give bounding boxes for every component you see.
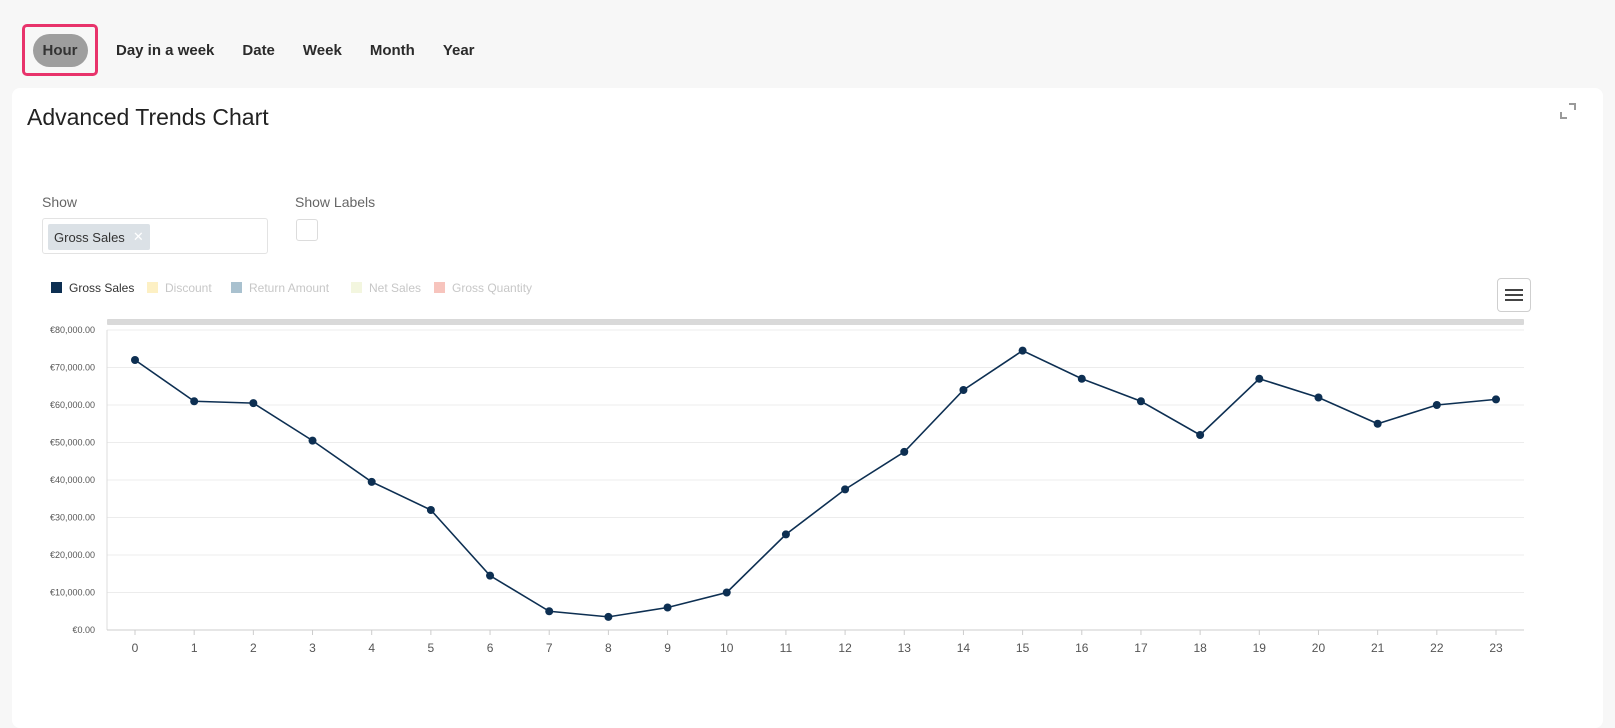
tab-hour-label: Hour [32, 33, 88, 67]
x-tick-label: 15 [1016, 641, 1030, 655]
trend-chart: Gross Sales Discount Return Amount Net Sale… [50, 281, 1524, 655]
x-tick-label: 0 [132, 641, 139, 655]
y-tick-label: €70,000.00 [50, 363, 95, 373]
show-select[interactable]: Gross Sales ✕ [42, 218, 268, 254]
data-point[interactable] [131, 356, 139, 364]
data-point[interactable] [545, 607, 554, 616]
data-point[interactable] [249, 399, 258, 408]
legend-swatch-2[interactable] [231, 282, 242, 293]
x-tick-label: 19 [1253, 641, 1267, 655]
data-point[interactable] [426, 506, 435, 514]
tab-month[interactable]: Month [369, 41, 415, 59]
x-tick-label: 4 [368, 641, 375, 655]
x-tick-label: 22 [1430, 641, 1444, 655]
legend-swatch-0[interactable] [51, 282, 62, 293]
x-tick-label: 16 [1075, 641, 1089, 655]
x-tick-label: 10 [720, 641, 734, 655]
data-point[interactable] [1255, 374, 1264, 383]
tab-date[interactable]: Date [242, 41, 275, 59]
y-tick-label: €20,000.00 [50, 550, 95, 560]
data-point[interactable] [1136, 397, 1145, 406]
card-title: Advanced Trends Chart [27, 104, 269, 130]
x-tick-label: 9 [664, 641, 671, 655]
chart-card: Advanced Trends Chart Show Gross Sales ✕… [12, 88, 1603, 728]
data-point[interactable] [841, 485, 850, 494]
tab-hour[interactable]: Hour [22, 24, 98, 76]
x-tick-label: 7 [546, 641, 553, 655]
x-tick-label: 13 [898, 641, 912, 655]
x-tick-label: 17 [1134, 641, 1148, 655]
gross-sales-chip: Gross Sales ✕ [48, 224, 150, 250]
data-point[interactable] [1077, 374, 1086, 383]
legend-label-2[interactable]: Return Amount [249, 281, 330, 295]
y-tick-label: €10,000.00 [50, 588, 95, 598]
legend-swatch-4[interactable] [434, 282, 445, 293]
data-point[interactable] [308, 436, 317, 445]
data-point[interactable] [1018, 346, 1027, 355]
x-tick-label: 5 [428, 641, 435, 655]
x-tick-label: 11 [780, 641, 793, 655]
x-tick-label: 3 [309, 641, 316, 655]
data-point[interactable] [781, 530, 790, 539]
chart-menu-button[interactable] [1497, 278, 1531, 312]
data-point[interactable] [1314, 393, 1323, 402]
tab-week[interactable]: Week [302, 41, 342, 59]
y-tick-label: €80,000.00 [50, 325, 95, 335]
legend-swatch-1[interactable] [147, 282, 158, 293]
tab-day-in-a-week[interactable]: Day in a week [116, 41, 215, 59]
data-point[interactable] [900, 447, 909, 456]
series-line-gross-sales [134, 349, 1497, 618]
data-point[interactable] [604, 612, 613, 621]
x-tick-label: 18 [1193, 641, 1207, 655]
data-point[interactable] [663, 603, 672, 612]
expand-icon[interactable] [1559, 102, 1577, 120]
data-point[interactable] [959, 386, 968, 394]
x-tick-label: 2 [250, 641, 257, 655]
legend-label-1[interactable]: Discount [165, 281, 212, 295]
data-point[interactable] [722, 588, 731, 597]
tab-year[interactable]: Year [442, 41, 475, 59]
show-labels-label: Show Labels [295, 194, 376, 210]
legend-label-0[interactable]: Gross Sales [69, 281, 134, 295]
data-point[interactable] [190, 397, 199, 406]
x-tick-label: 6 [487, 641, 494, 655]
x-tick-label: 23 [1489, 641, 1503, 655]
legend-label-3[interactable]: Net Sales [369, 281, 421, 295]
data-point[interactable] [367, 477, 376, 486]
remove-chip-icon[interactable]: ✕ [132, 229, 144, 244]
show-labels-checkbox[interactable] [296, 219, 318, 241]
legend-label-4[interactable]: Gross Quantity [452, 281, 532, 295]
y-tick-label: €40,000.00 [50, 475, 95, 485]
y-tick-label: €0.00 [72, 625, 95, 635]
x-tick-label: 8 [605, 641, 612, 655]
range-scrollbar[interactable] [107, 319, 1524, 325]
x-tick-label: 21 [1371, 641, 1385, 655]
granularity-tabs: Hour Day in a week Date Week Month Year [22, 24, 489, 76]
legend-swatch-3[interactable] [351, 282, 362, 293]
data-point[interactable] [1196, 431, 1205, 439]
data-point[interactable] [1432, 401, 1441, 409]
x-tick-label: 20 [1312, 641, 1326, 655]
y-tick-label: €50,000.00 [50, 438, 95, 448]
x-tick-label: 1 [191, 641, 198, 655]
hamburger-icon [1505, 289, 1523, 301]
x-tick-label: 14 [957, 641, 971, 655]
data-point[interactable] [1373, 419, 1382, 428]
show-label: Show [42, 194, 78, 210]
data-point[interactable] [1492, 395, 1500, 404]
y-tick-label: €60,000.00 [50, 400, 95, 410]
data-point[interactable] [486, 571, 495, 580]
x-tick-label: 12 [838, 641, 852, 655]
y-tick-label: €30,000.00 [50, 513, 95, 523]
chip-label: Gross Sales [54, 229, 125, 245]
